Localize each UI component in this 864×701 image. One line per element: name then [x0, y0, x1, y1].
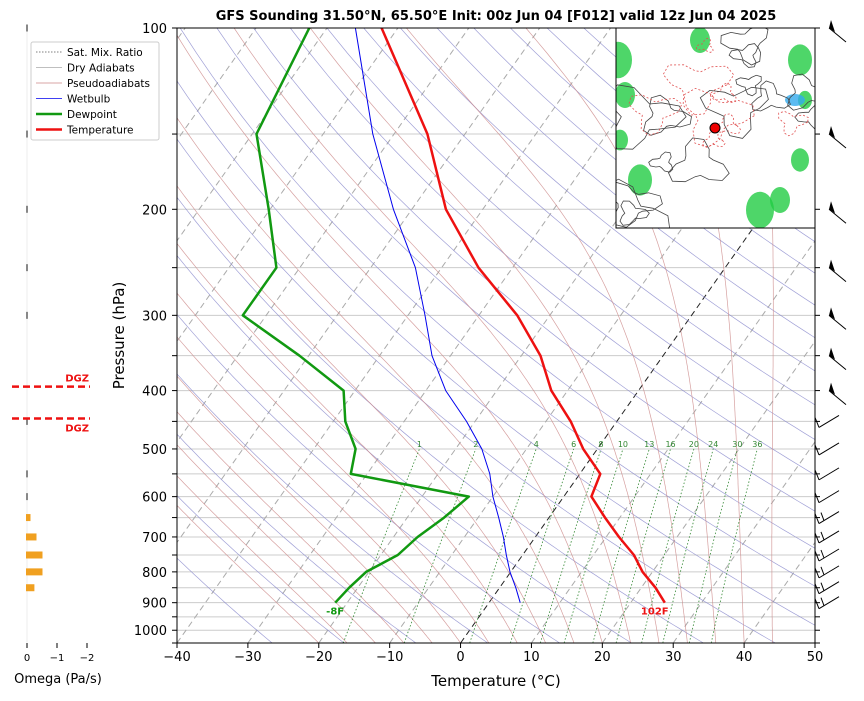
mixing-ratio-label: 16 — [665, 440, 675, 449]
y-tick-label: 200 — [142, 203, 167, 218]
x-tick-label: 20 — [594, 650, 611, 665]
surface-temperature-label: 102F — [641, 607, 669, 618]
mixing-ratio-label: 6 — [571, 440, 576, 449]
omega-bar — [26, 551, 43, 558]
omega-bar — [26, 206, 28, 213]
omega-bar — [26, 493, 28, 500]
y-tick-label: 400 — [142, 385, 167, 400]
x-tick-label: 30 — [665, 650, 682, 665]
omega-bar — [26, 470, 28, 477]
x-tick-label: −40 — [163, 650, 190, 665]
legend-entry: Temperature — [66, 125, 134, 137]
x-tick-label: 50 — [807, 650, 824, 665]
map-precip-patch — [628, 164, 652, 195]
omega-tick-label: −2 — [80, 653, 95, 664]
chart-title: GFS Sounding 31.50°N, 65.50°E Init: 00z … — [216, 9, 777, 24]
y-tick-label: 900 — [142, 597, 167, 612]
location-marker-icon — [710, 123, 720, 133]
dgz-label: DGZ — [65, 423, 89, 434]
mixing-ratio-label: 1 — [417, 440, 422, 449]
mixing-ratio-label: 13 — [644, 440, 654, 449]
y-tick-label: 700 — [142, 531, 167, 546]
omega-bar — [26, 264, 28, 271]
x-axis-label: Temperature (°C) — [430, 672, 560, 690]
mixing-ratio-label: 24 — [708, 440, 718, 449]
legend-entry: Sat. Mix. Ratio — [67, 47, 143, 59]
map-precip-patch — [746, 192, 774, 228]
omega-bar — [26, 584, 34, 591]
omega-tick-label: −1 — [50, 653, 65, 664]
y-tick-label: 300 — [142, 309, 167, 324]
y-tick-label: 100 — [142, 22, 167, 37]
map-precip-patch — [788, 44, 812, 75]
map-precip-patch — [690, 27, 710, 53]
mixing-ratio-label: 4 — [534, 440, 539, 449]
y-tick-label: 800 — [142, 566, 167, 581]
legend: Sat. Mix. Ratio Dry Adiabats Pseudoadiabat… — [31, 42, 159, 140]
x-tick-label: −10 — [376, 650, 403, 665]
omega-bar — [26, 312, 28, 319]
inset-map — [590, 25, 831, 245]
legend-entry: Wetbulb — [67, 94, 111, 106]
y-axis-label: Pressure (hPa) — [110, 282, 128, 390]
legend-entry: Dewpoint — [67, 109, 117, 121]
map-precip-patch — [770, 187, 790, 213]
y-tick-label: 1000 — [134, 624, 167, 639]
map-precip-patch — [791, 148, 809, 171]
omega-bar — [26, 25, 28, 32]
legend-entry: Pseudoadiabats — [67, 78, 150, 90]
surface-dewpoint-label: -8F — [326, 607, 344, 618]
legend-entry: Dry Adiabats — [67, 63, 135, 75]
dgz-label: DGZ — [65, 374, 89, 385]
omega-tick-label: 0 — [24, 653, 30, 664]
x-tick-label: 40 — [736, 650, 753, 665]
omega-bar — [26, 533, 37, 540]
mixing-ratio-label: 10 — [618, 440, 628, 449]
y-tick-label: 500 — [142, 443, 167, 458]
x-tick-label: 10 — [523, 650, 540, 665]
omega-bar — [26, 568, 43, 575]
omega-bar — [26, 131, 28, 138]
mixing-ratio-label: 8 — [599, 440, 604, 449]
omega-bar — [26, 514, 31, 521]
x-tick-label: −20 — [305, 650, 332, 665]
mixing-ratio-label: 20 — [689, 440, 699, 449]
omega-axis-label: Omega (Pa/s) — [14, 672, 102, 687]
x-tick-label: −30 — [234, 650, 261, 665]
y-tick-label: 600 — [142, 491, 167, 506]
x-tick-label: 0 — [456, 650, 464, 665]
mixing-ratio-label: 30 — [732, 440, 742, 449]
mixing-ratio-label: 36 — [752, 440, 762, 449]
